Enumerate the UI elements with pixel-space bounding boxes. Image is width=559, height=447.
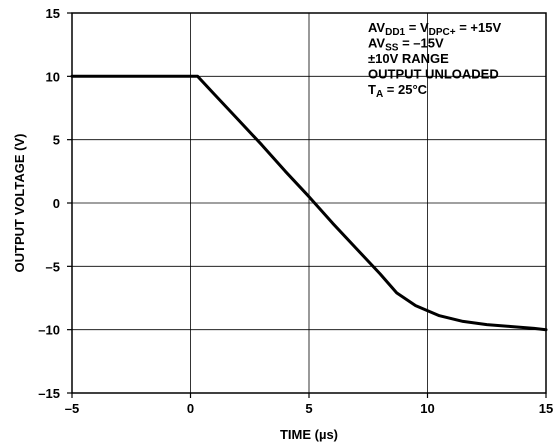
grid xyxy=(72,13,546,393)
y-tick-label: 15 xyxy=(46,6,60,21)
axis-ticks xyxy=(67,12,547,398)
y-tick-label: 10 xyxy=(46,69,60,84)
y-tick-label: 0 xyxy=(53,196,60,211)
annotation-line: TA = 25°C xyxy=(368,82,428,100)
series-line xyxy=(70,74,548,332)
x-tick-labels: –5 0 5 10 15 xyxy=(65,401,553,416)
x-tick-label: 10 xyxy=(420,401,434,416)
y-tick-label: –15 xyxy=(38,386,60,401)
x-tick-label: 0 xyxy=(187,401,194,416)
y-tick-label: 5 xyxy=(53,133,60,148)
y-tick-labels: –15 –10 –5 0 5 10 15 xyxy=(38,6,60,401)
x-tick-label: 5 xyxy=(305,401,312,416)
y-tick-label: –5 xyxy=(46,259,60,274)
annotation-line: OUTPUT UNLOADED xyxy=(368,67,499,82)
x-tick-label: 15 xyxy=(539,401,553,416)
y-tick-label: –10 xyxy=(38,323,60,338)
series-group xyxy=(70,74,548,332)
annotation-line: AVSS = –15V xyxy=(368,36,444,54)
annotation-line: ±10V RANGE xyxy=(368,51,449,66)
y-axis-label: OUTPUT VOLTAGE (V) xyxy=(12,134,27,273)
x-tick-label: –5 xyxy=(65,401,79,416)
x-axis-label: TIME (µs) xyxy=(280,427,338,442)
annotation-line: AVDD1 = VDPC+ = +15V xyxy=(368,20,501,38)
